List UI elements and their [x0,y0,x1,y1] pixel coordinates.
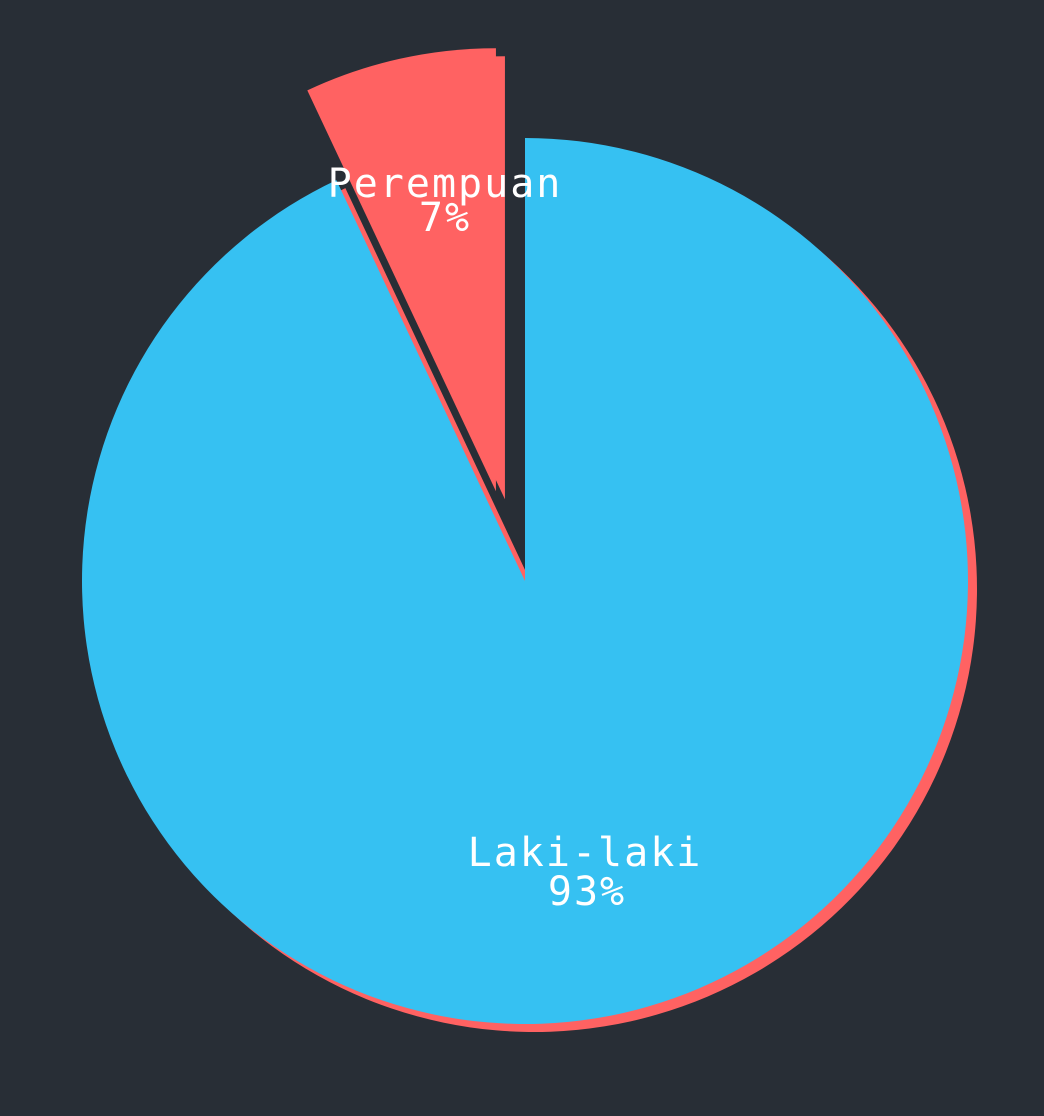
slice-perempuan[interactable] [307,48,496,492]
slice-percent-laki-laki: 93% [548,869,626,915]
slice-percent-perempuan: 7% [419,195,471,241]
slice-laki-laki[interactable] [81,138,968,1024]
slice-label-laki-laki: Laki-laki [468,830,703,876]
slice-label-perempuan: Perempuan [328,161,563,207]
slices [81,48,968,1024]
